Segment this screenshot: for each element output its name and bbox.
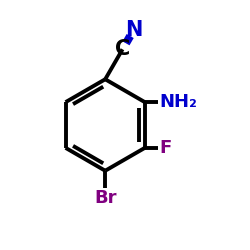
Text: NH₂: NH₂: [160, 93, 198, 111]
Text: C: C: [115, 39, 130, 59]
Text: F: F: [160, 139, 172, 157]
Text: Br: Br: [94, 189, 116, 207]
Text: N: N: [125, 20, 142, 40]
